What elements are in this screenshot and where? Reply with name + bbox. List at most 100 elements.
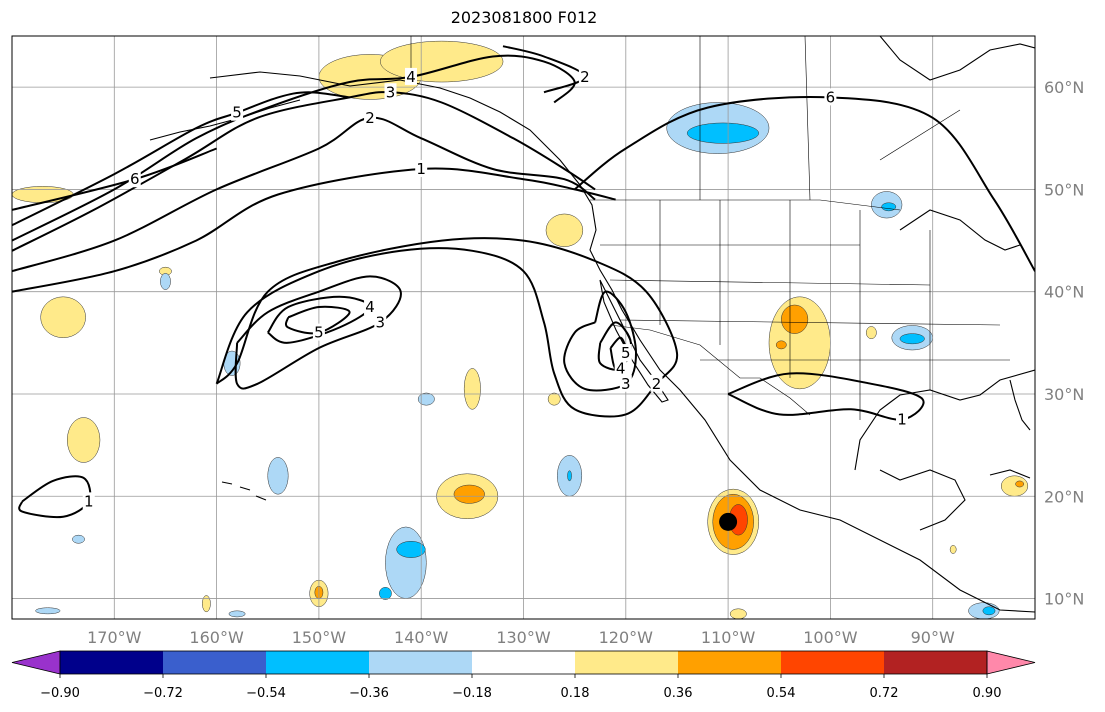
coastline-cuba [989,469,1031,479]
colorbar-extend-max [986,650,1036,675]
shaded-region [1015,480,1024,488]
contour-label: 5 [621,344,631,362]
y-tick-label: 10°N [1044,590,1084,609]
contour-label-bg [374,313,387,331]
shaded-region [267,457,289,495]
border-state-lines-2 [600,244,1010,361]
contour-line [12,91,350,227]
shaded-region [72,534,85,544]
contour-label: 3 [386,83,396,101]
contour-label-bg [364,108,377,126]
shaded-region [865,326,877,340]
x-tick-label: 100°W [803,628,858,647]
colorbar: −0.90 −0.72 −0.54 −0.36 −0.18 0.18 0.36 0.54 0.7… [11,650,1036,701]
shaded-region [202,595,211,613]
contour-label-bg [896,410,909,428]
contour-label: 2 [365,109,375,127]
graticule [12,36,1035,619]
colorbar-frame [59,650,988,675]
shaded-region [396,541,426,558]
contour-label-bg [384,83,397,101]
y-axis-ticks: 60°N 50°N 40°N 30°N 20°N 10°N [1044,78,1084,608]
x-tick-label: 150°W [292,628,347,647]
contour-line [12,167,616,293]
colorbar-tick-label: 0.90 [973,686,1002,701]
shaded-region [160,273,171,290]
contour-label: 1 [84,492,94,510]
contour-label-bg [614,359,627,377]
contour-label: 3 [376,313,386,331]
shaded-region [379,587,392,600]
colorbar-tick-label: −0.72 [143,686,183,701]
contour-line [502,45,586,94]
coastline-aleutians [149,99,301,141]
contour-label-bg [82,492,95,510]
contour-line [12,116,596,273]
shaded-region [453,484,485,504]
coastlines [149,36,1035,613]
contour-label-bg [364,298,377,316]
shaded-region [545,213,584,247]
y-tick-label: 20°N [1044,487,1084,506]
shaded-region [949,545,957,554]
shaded-region [380,40,504,83]
contour-label: 5 [314,324,324,342]
contour-label: 2 [580,68,590,86]
x-tick-label: 110°W [701,628,756,647]
colorbar-tick-label: 0.54 [767,686,796,701]
contour-label: 1 [416,160,426,178]
contour-line [234,275,402,390]
colorbar-bin [163,651,266,674]
political-borders [410,36,1010,420]
shaded-region [775,340,787,350]
coastline-hudson [879,36,1035,81]
contour-label-bg [824,88,837,106]
coastline-yucatan [879,469,966,531]
shaded-region [881,202,897,212]
shaded-region [686,122,760,144]
shaded-region [729,608,747,619]
x-tick-label: 140°W [394,628,449,647]
colorbar-bin [266,651,369,674]
x-tick-label: 120°W [599,628,654,647]
contour-label-bg [619,344,632,362]
x-tick-label: 160°W [189,628,244,647]
border-us-canada [590,199,901,211]
chart-title: 2023081800 F012 [450,8,598,27]
shaded-region [781,304,809,334]
shaded-region [982,606,996,616]
colorbar-bin [60,651,163,674]
shaded-region [417,392,435,406]
y-tick-label: 60°N [1044,78,1084,97]
colorbar-tick-label: 0.72 [870,686,899,701]
coastline-west-na [209,71,1035,613]
contour-label-bg [578,67,591,85]
contour-label-bg [312,323,325,341]
contour-label-bg [650,374,663,392]
colorbar-tick-label: −0.36 [349,686,389,701]
contour-label: 4 [365,298,375,316]
contour-line [215,237,679,418]
colorbar-tick-label: 0.36 [664,686,693,701]
contour-label-bg [231,103,244,121]
marker-layer [719,512,738,531]
contour-label-bg [404,67,417,85]
contour-label-bg [128,170,141,188]
x-tick-label: 170°W [87,628,142,647]
shaded-region [567,470,572,482]
colorbar-tick-label: 0.18 [561,686,590,701]
colorbar-bin [884,651,987,674]
contour-label: 4 [616,359,626,377]
colorbar-bin [781,651,884,674]
shaded-region [899,333,925,345]
coastline-hawaii [221,481,267,501]
coastline-florida [1009,379,1031,431]
shaded-region [228,610,246,618]
contour-line [284,305,351,335]
shaded-region [547,392,561,406]
colorbar-bin [369,651,472,674]
shaded-region [40,296,86,338]
y-tick-label: 50°N [1044,180,1084,199]
